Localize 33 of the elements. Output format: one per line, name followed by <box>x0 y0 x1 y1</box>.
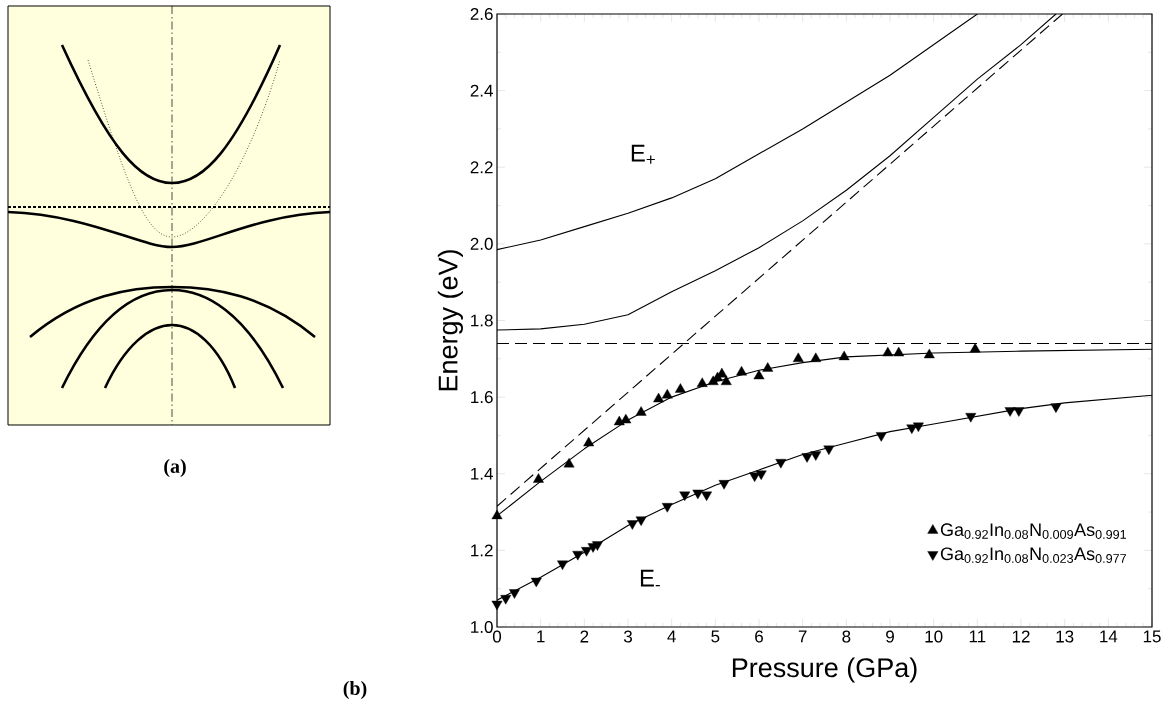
x-tick-label: 5 <box>711 630 720 643</box>
y-tick-label: 1.8 <box>471 314 493 327</box>
y-tick-label: 2.4 <box>470 84 493 97</box>
y-tick-label: 1.0 <box>471 620 493 634</box>
y-tick-label: 1.4 <box>471 467 493 480</box>
x-tick-label: 0 <box>492 630 502 643</box>
text: (a) <box>164 458 186 478</box>
y-axis-title: Energy (eV) <box>437 250 463 391</box>
y-tick-label: 1.2 <box>471 544 493 557</box>
x-tick-label: 2 <box>580 630 589 643</box>
x-tick-label: 10 <box>925 630 943 643</box>
annotation: E$_{+}$ <box>631 144 655 164</box>
legend-label: Ga$_{0.92}$In$_{0.08}$N$_{0.023}$As$_{0.977}$ <box>940 547 1127 563</box>
y-tick-label: 2.0 <box>470 237 493 250</box>
text: (b) <box>343 680 367 700</box>
legend-label: Ga$_{0.92}$In$_{0.08}$N$_{0.009}$As$_{0.991}$ <box>940 523 1127 539</box>
x-tick-label: 11 <box>969 630 986 643</box>
x-tick-label: 7 <box>798 630 807 643</box>
x-tick-label: 4 <box>667 630 676 643</box>
y-tick-label: 2.6 <box>470 7 493 21</box>
x-tick-label: 12 <box>1012 630 1030 643</box>
x-tick-label: 3 <box>623 630 632 643</box>
y-tick-label: 1.6 <box>471 391 493 404</box>
x-tick-label: 13 <box>1056 630 1074 643</box>
x-tick-label: 6 <box>755 630 763 643</box>
x-tick-label: 9 <box>886 630 894 643</box>
x-tick-label: 8 <box>842 630 851 643</box>
y-tick-label: 2.2 <box>470 161 493 174</box>
x-tick-label: 14 <box>1100 630 1118 643</box>
x-axis-title: Pressure (GPa) <box>732 657 917 683</box>
x-tick-label: 15 <box>1143 630 1161 643</box>
x-tick-label: 1 <box>537 630 545 643</box>
annotation: E$_{-}$ <box>640 569 660 587</box>
